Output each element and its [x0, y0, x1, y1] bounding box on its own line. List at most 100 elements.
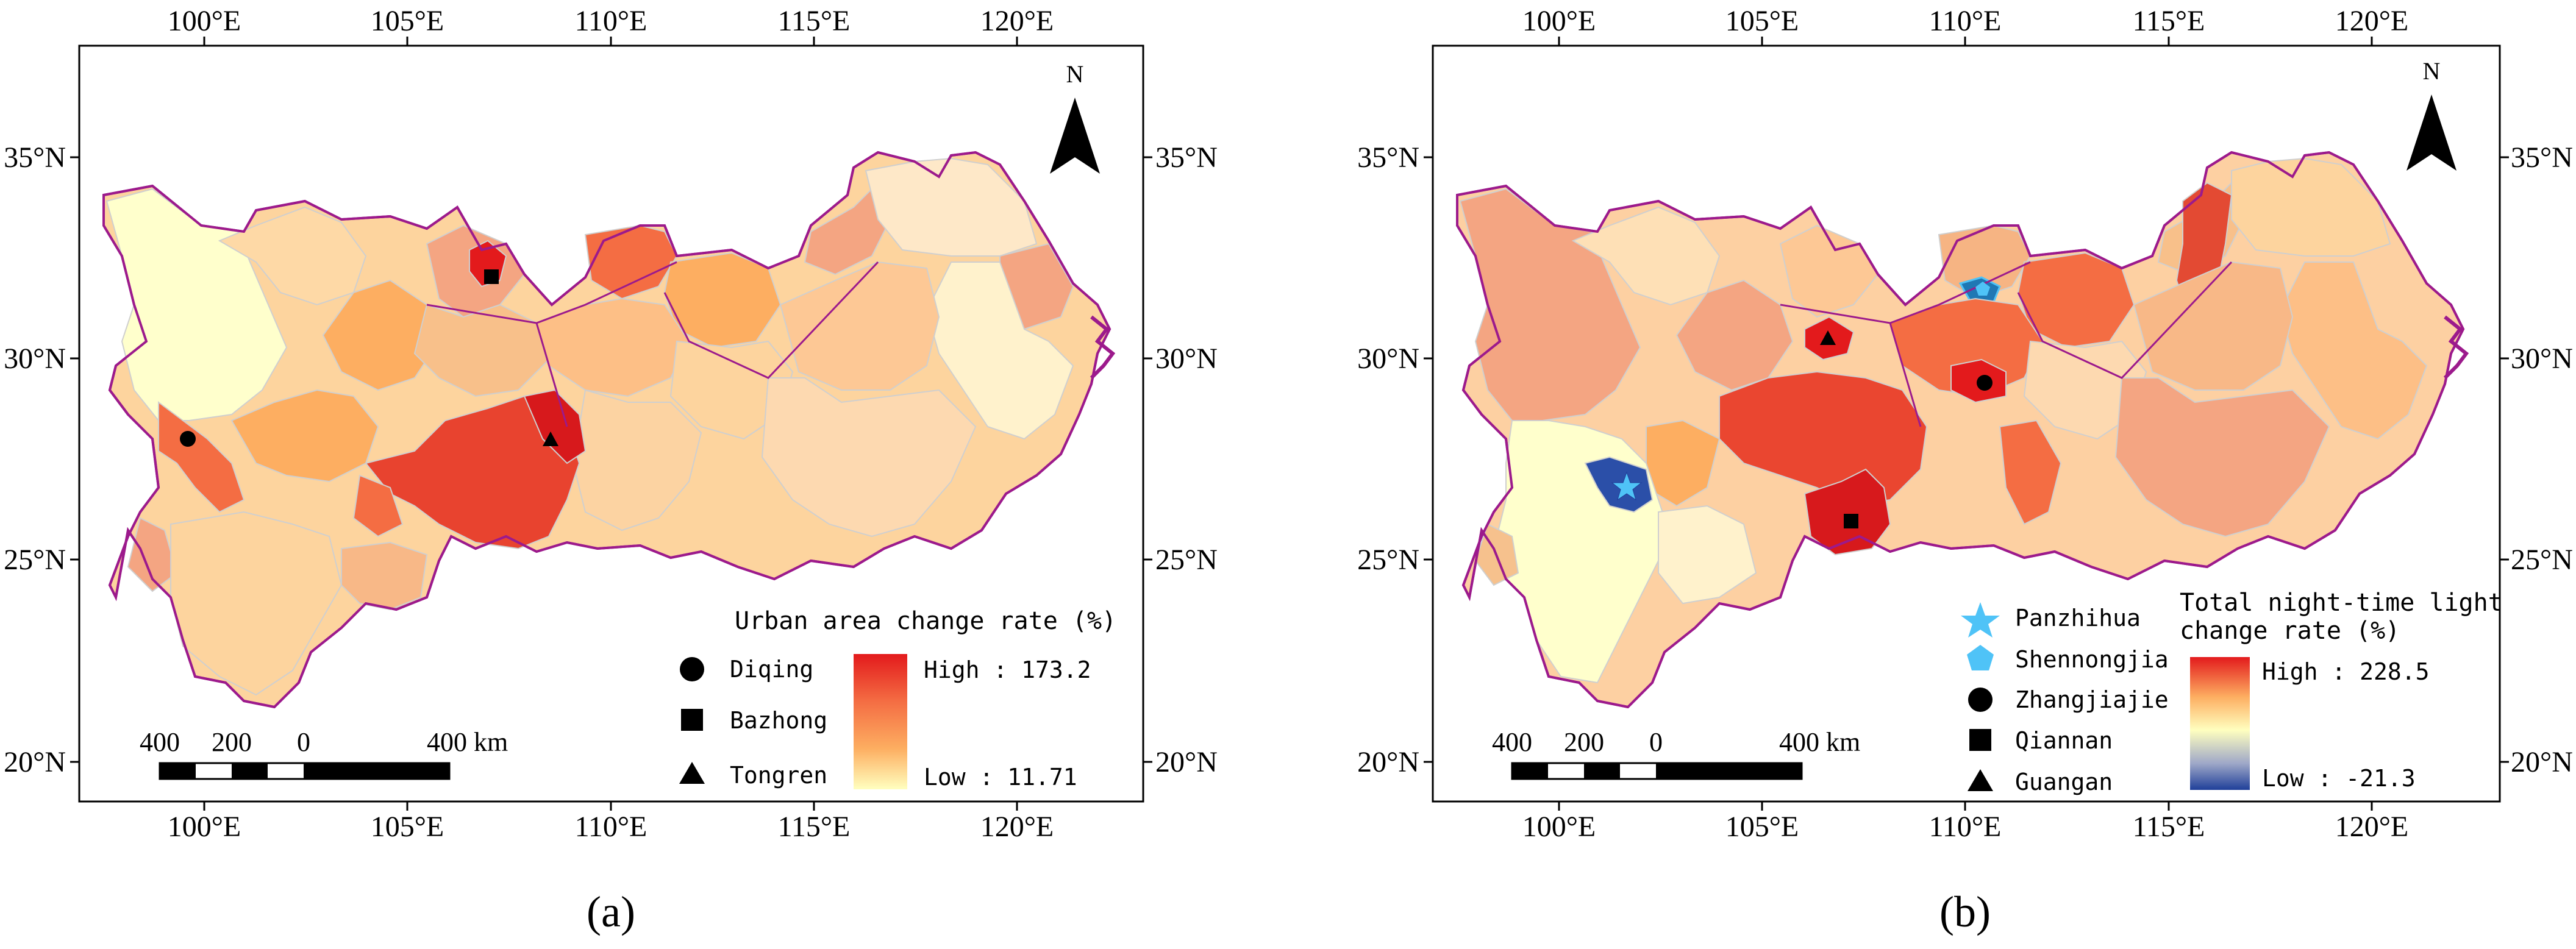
lat-label-right: 30°N	[1155, 343, 1218, 375]
scale-label: 400	[140, 727, 180, 757]
lon-label-top: 115°E	[778, 5, 851, 37]
legend-low: Low : -21.3	[2262, 765, 2416, 792]
north-label: N	[1066, 60, 1084, 88]
lat-label-right: 20°N	[1155, 746, 1218, 778]
region	[2133, 261, 2294, 391]
scale-label: 200	[212, 727, 252, 757]
lon-label-bottom: 120°E	[2335, 811, 2409, 843]
circle-icon	[1968, 688, 1993, 712]
region-guizhou-red	[365, 395, 580, 550]
region	[2114, 377, 2330, 538]
lon-label-top: 110°E	[1929, 5, 2002, 37]
region-guizhou-red	[1719, 371, 1928, 507]
north-arrow-icon: N	[2407, 57, 2456, 171]
basin-boundary-a	[102, 151, 1111, 709]
marker-diqing	[180, 431, 196, 447]
legend-marker-label: Shennongjia	[2015, 646, 2169, 673]
lat-label-left: 35°N	[4, 141, 66, 174]
star-icon	[1961, 602, 2000, 638]
region	[322, 279, 440, 391]
lon-label-bottom: 100°E	[1522, 811, 1596, 843]
region	[352, 474, 404, 538]
region	[779, 261, 940, 391]
triangle-icon	[679, 762, 705, 784]
lon-label-top: 105°E	[1725, 5, 1799, 37]
coastline-b	[2443, 315, 2469, 380]
lon-label-top: 100°E	[168, 5, 241, 37]
region	[1571, 206, 1721, 306]
lon-label-top: 115°E	[2133, 5, 2205, 37]
lon-label-top: 100°E	[1522, 5, 1596, 37]
lat-label-left: 30°N	[1357, 343, 1419, 375]
lon-label-bottom: 110°E	[1929, 811, 2002, 843]
panel-label: (b)	[1939, 887, 1991, 936]
lon-label-bottom: 100°E	[168, 811, 241, 843]
coastline-a	[1090, 315, 1116, 380]
region	[2279, 261, 2428, 440]
legend-marker-label: Qiannan	[2015, 727, 2113, 754]
scale-label: 0	[1649, 727, 1663, 757]
lon-label-bottom: 115°E	[778, 811, 851, 843]
lat-ticks-b: 35°N 30°N 25°N 20°N 35°N 30°N 25°N 20°N	[1357, 141, 2573, 778]
north-arrow-icon: N	[1050, 60, 1100, 174]
lat-label-right: 35°N	[1155, 141, 1218, 174]
scale-bar-a: 400 200 0 400 km	[140, 727, 508, 780]
lat-label-right: 25°N	[2511, 544, 2573, 576]
lon-label-bottom: 110°E	[575, 811, 648, 843]
legend-b: Panzhihua Shennongjia Zhangjiajie Qianna…	[1961, 589, 2503, 795]
lat-label-left: 25°N	[1357, 544, 1419, 576]
lon-label-top: 120°E	[2335, 5, 2409, 37]
legend-colorbar	[2190, 657, 2250, 790]
scale-label: 200	[1564, 727, 1604, 757]
lat-ticks-a: 35°N 30°N 25°N 20°N 35°N 30°N 25°N 20°N	[4, 141, 1218, 778]
marker-guangan	[1820, 330, 1836, 345]
lon-label-top: 120°E	[980, 5, 1054, 37]
region	[1999, 419, 2062, 525]
panel-a: 100°E 105°E 110°E 115°E 120°E 100°E 105°…	[4, 5, 1218, 936]
pentagon-icon	[1967, 645, 1994, 670]
region	[804, 182, 891, 275]
lon-label-top: 105°E	[371, 5, 444, 37]
legend-a: Urban area change rate (%) Diqing Bazhon…	[679, 607, 1116, 791]
region-diqing	[158, 401, 245, 513]
region	[2017, 252, 2135, 349]
lat-label-left: 35°N	[1357, 141, 1419, 174]
legend-title-line2: change rate (%)	[2180, 617, 2400, 645]
lat-label-right: 20°N	[2511, 746, 2573, 778]
legend-marker-label: Zhangjiajie	[2015, 686, 2169, 713]
lon-label-bottom: 115°E	[2133, 811, 2205, 843]
marker-shennongjia	[1975, 282, 1990, 296]
legend-marker-label: Guangan	[2015, 769, 2113, 795]
marker-qiannan	[1844, 514, 1858, 528]
marker-zhangjiajie	[1977, 375, 1993, 391]
region-tongren	[523, 389, 587, 464]
legend-high: High : 228.5	[2262, 658, 2430, 685]
scale-label: 400 km	[1779, 727, 1860, 757]
lon-label-bottom: 105°E	[371, 811, 444, 843]
lat-label-left: 25°N	[4, 544, 66, 576]
lat-label-left: 30°N	[4, 343, 66, 375]
marker-tongren	[543, 432, 558, 446]
scale-bar-b: 400 200 0 400 km	[1492, 727, 1860, 780]
panel-label: (a)	[587, 887, 635, 936]
region	[926, 261, 1074, 440]
region	[413, 304, 550, 397]
circle-icon	[680, 657, 704, 681]
scale-label: 400 km	[427, 727, 508, 757]
lat-label-right: 35°N	[2511, 141, 2573, 174]
triangle-icon	[1968, 769, 1993, 791]
legend-marker-label: Diqing	[730, 656, 813, 683]
scale-label: 400	[1492, 727, 1532, 757]
region	[127, 517, 178, 592]
legend-title-line1: Total night-time light	[2180, 589, 2503, 617]
scale-label: 0	[297, 727, 310, 757]
province-borders-a	[426, 261, 879, 427]
legend-high: High : 173.2	[924, 656, 1091, 683]
marker-bazhong	[484, 269, 499, 284]
legend-marker-label: Tongren	[730, 762, 827, 789]
region	[663, 252, 782, 349]
lon-label-bottom: 120°E	[980, 811, 1054, 843]
region	[865, 157, 1038, 257]
north-label: N	[2423, 57, 2441, 85]
